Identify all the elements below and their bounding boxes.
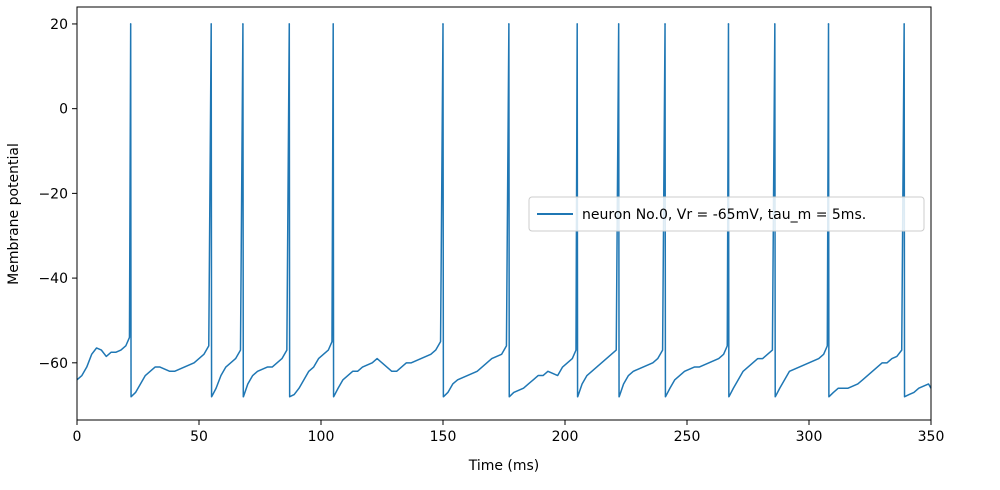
spike-peak-point (827, 23, 830, 25)
x-axis-label: Time (ms) (468, 458, 540, 474)
x-tick-label: 150 (430, 429, 457, 445)
series-layer (76, 23, 932, 398)
spike-peak-point (129, 23, 132, 25)
series-line-neuron-0 (76, 23, 932, 398)
spike-peak-point (508, 23, 510, 25)
spike-peak-point (242, 23, 244, 25)
x-tick-label: 300 (796, 429, 823, 445)
legend-box (528, 196, 925, 232)
legend-label: neuron No.0, Vr = -65mV, tau_m = 5ms. (582, 207, 866, 223)
spike-peak-point (332, 23, 335, 25)
spike-peak-point (442, 23, 444, 25)
y-tick-label: −60 (38, 356, 68, 372)
x-tick-label: 100 (308, 429, 335, 445)
y-tick-label: 20 (50, 17, 68, 33)
spike-peak-point (617, 23, 620, 25)
plot-frame (76, 6, 932, 421)
spike-peak-point (903, 23, 905, 25)
x-tick-label: 50 (190, 429, 208, 445)
y-tick-label: 0 (59, 102, 68, 118)
spike-peak-point (774, 23, 776, 25)
y-tick-label: −20 (38, 186, 68, 202)
plot-area (76, 6, 932, 421)
spike-peak-point (576, 23, 578, 25)
x-tick-label: 350 (918, 429, 945, 445)
x-axis: 0 50 100 150 200 250 300 350 (73, 420, 945, 445)
spike-peak-point (664, 23, 666, 25)
y-axis-label: Membrane potential (6, 143, 22, 285)
x-tick-label: 0 (73, 429, 82, 445)
legend: neuron No.0, Vr = -65mV, tau_m = 5ms. (528, 196, 925, 232)
spike-peak-point (288, 23, 291, 25)
spike-peak-point (210, 23, 212, 25)
x-tick-label: 200 (552, 429, 579, 445)
x-tick-label: 250 (674, 429, 701, 445)
y-axis: −60 −40 −20 0 20 (38, 17, 77, 372)
spike-peak-point (727, 23, 730, 25)
y-tick-label: −40 (38, 271, 68, 287)
